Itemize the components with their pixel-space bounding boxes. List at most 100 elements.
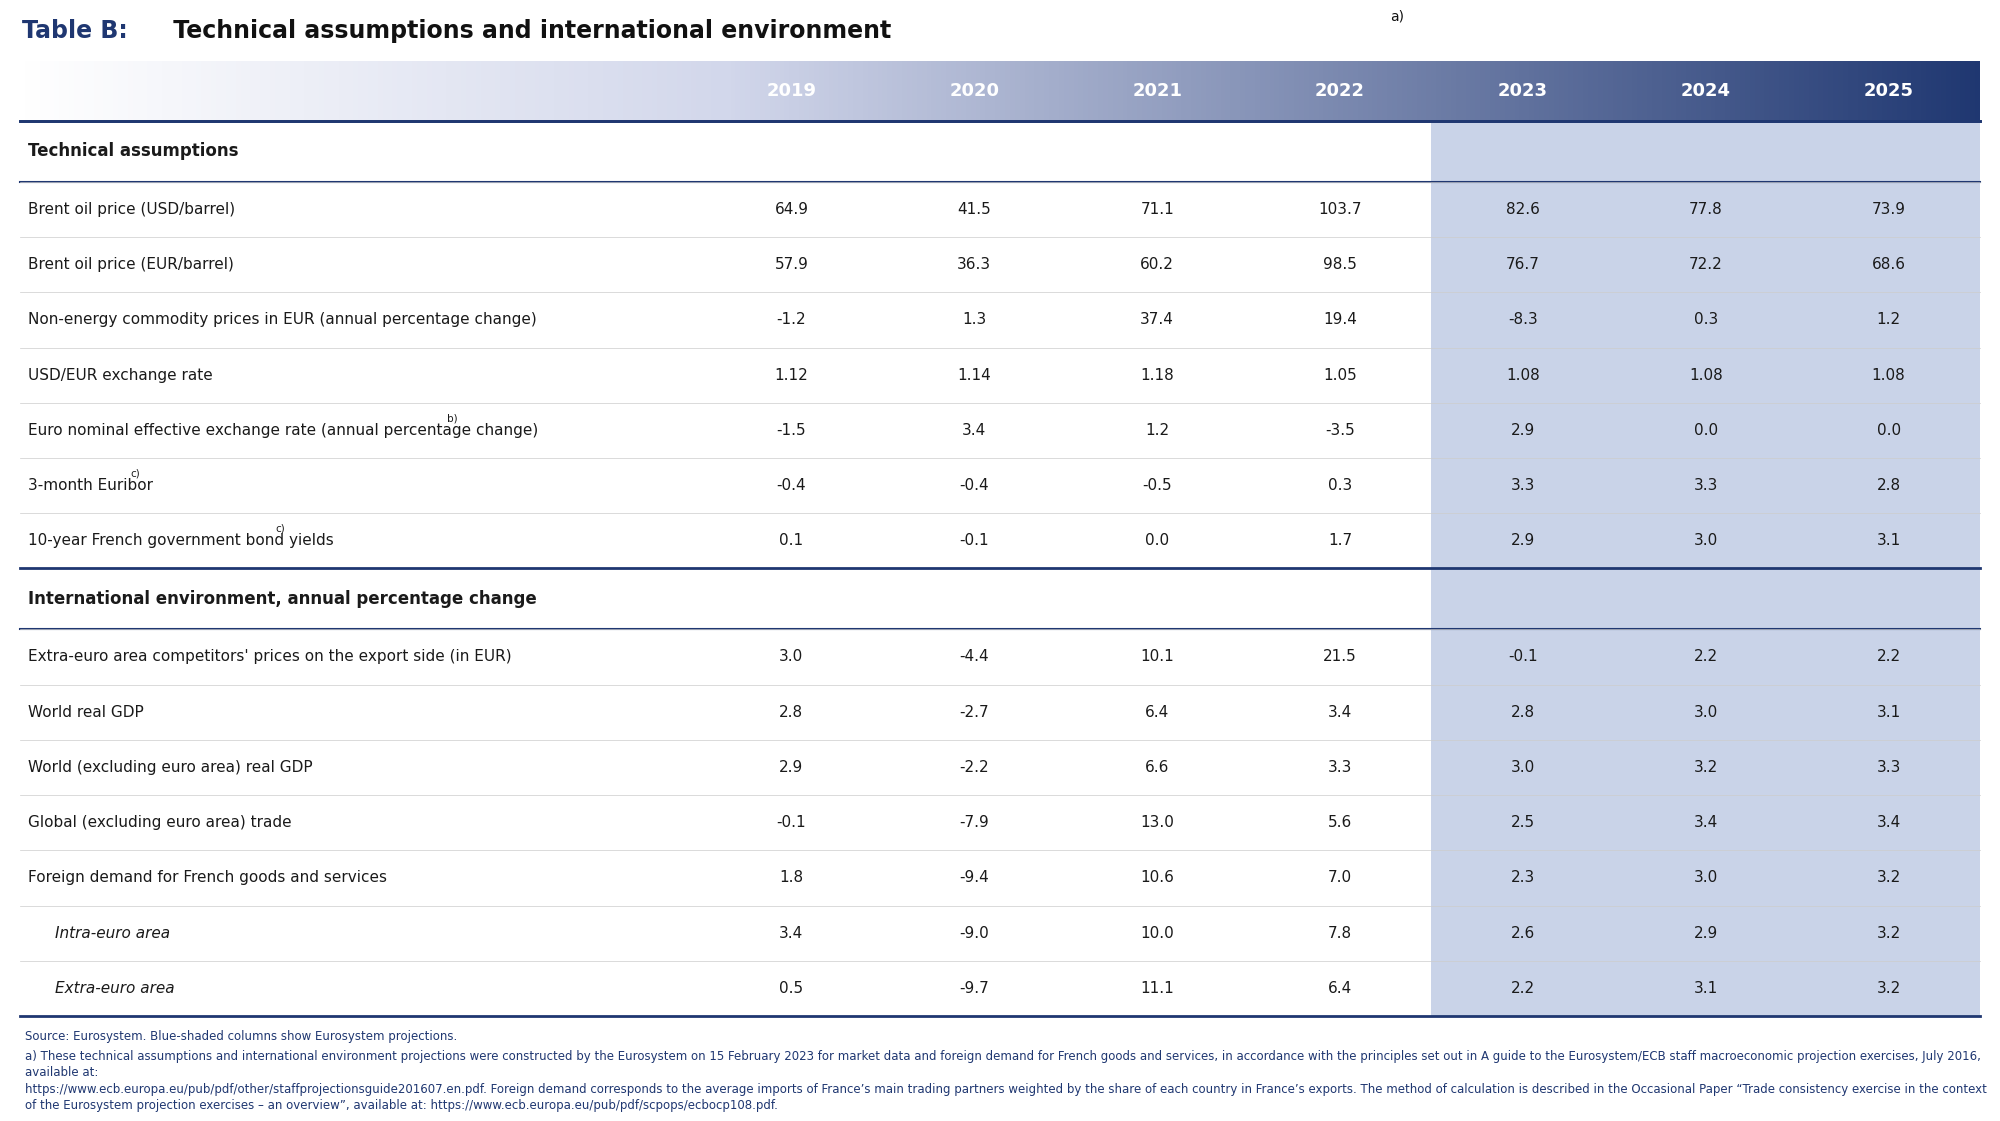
Text: 2.6: 2.6 [1510,926,1534,941]
Bar [574,61,578,121]
Bar [1682,61,1686,121]
Bar [1554,61,1558,121]
Bar [162,61,168,121]
Bar [1618,61,1622,121]
Bar [844,61,848,121]
Bar [1328,61,1334,121]
Text: 2.2: 2.2 [1876,649,1900,665]
Text: 0.1: 0.1 [780,534,804,548]
Bar [1966,61,1970,121]
Bar [1824,61,1828,121]
Bar [1646,61,1652,121]
Text: International environment, annual percentage change: International environment, annual percen… [28,590,536,608]
Bar [1138,61,1142,121]
Bar [1720,61,1726,121]
Bar [774,61,780,121]
Text: Euro nominal effective exchange rate (annual percentage change): Euro nominal effective exchange rate (an… [28,423,538,438]
Bar [1832,61,1838,121]
Bar [1432,61,1436,121]
Bar [960,61,966,121]
Bar [1530,61,1534,121]
Bar [1352,61,1358,121]
Bar [1368,61,1372,121]
Bar [878,61,882,121]
Bar [304,61,310,121]
Bar [554,61,560,121]
Text: -9.7: -9.7 [960,981,990,995]
Bar [1122,61,1128,121]
Bar [310,61,314,121]
Bar [460,61,466,121]
Bar [770,61,774,121]
Text: -0.1: -0.1 [960,534,990,548]
Bar [720,61,726,121]
Bar [1274,61,1280,121]
Bar [1432,121,1614,1016]
Bar [490,61,496,121]
Bar [392,61,398,121]
Bar [1148,61,1152,121]
Bar [104,61,108,121]
Bar [648,61,652,121]
Bar [1054,61,1058,121]
Bar [544,61,550,121]
Bar [1192,61,1196,121]
Bar [1176,61,1182,121]
Bar [906,61,912,121]
Bar [1334,61,1338,121]
Bar [1912,61,1916,121]
Text: 2025: 2025 [1864,82,1914,100]
Text: 2.9: 2.9 [1694,926,1718,941]
Text: -0.4: -0.4 [960,479,990,493]
Bar [1818,61,1824,121]
Bar [118,61,122,121]
Text: c): c) [130,469,140,479]
Bar [74,61,78,121]
Bar [1426,61,1432,121]
Bar [780,61,784,121]
Bar [1494,61,1500,121]
Bar [1186,61,1192,121]
Text: 37.4: 37.4 [1140,313,1174,327]
Text: 76.7: 76.7 [1506,257,1540,272]
Bar [1940,61,1946,121]
Text: 72.2: 72.2 [1688,257,1722,272]
Bar [358,61,364,121]
Bar [642,61,648,121]
Bar [388,61,392,121]
Bar [1828,61,1832,121]
Text: 10.6: 10.6 [1140,870,1174,886]
Bar [416,61,422,121]
Text: 41.5: 41.5 [958,202,992,216]
Bar [1636,61,1642,121]
Bar [470,61,476,121]
Bar [1558,61,1564,121]
Text: Technical assumptions and international environment: Technical assumptions and international … [164,19,892,43]
Bar [804,61,808,121]
Bar [632,61,638,121]
Bar [550,61,554,121]
Bar [182,61,186,121]
Bar [520,61,524,121]
Bar [1656,61,1662,121]
Text: 2.5: 2.5 [1510,815,1534,831]
Bar [932,61,936,121]
Bar [40,61,44,121]
Text: Global (excluding euro area) trade: Global (excluding euro area) trade [28,815,292,831]
Text: 1.12: 1.12 [774,368,808,382]
Bar [1348,61,1352,121]
Bar [94,61,98,121]
Bar [1524,61,1530,121]
Bar [1378,61,1382,121]
Text: 2.9: 2.9 [780,760,804,775]
Bar [206,61,212,121]
Text: 64.9: 64.9 [774,202,808,216]
Bar [344,61,348,121]
Bar [334,61,338,121]
Bar [760,61,764,121]
Bar [1422,61,1426,121]
Bar [862,61,868,121]
Bar [1294,61,1298,121]
Bar [1868,61,1872,121]
Text: Technical assumptions: Technical assumptions [28,142,238,160]
